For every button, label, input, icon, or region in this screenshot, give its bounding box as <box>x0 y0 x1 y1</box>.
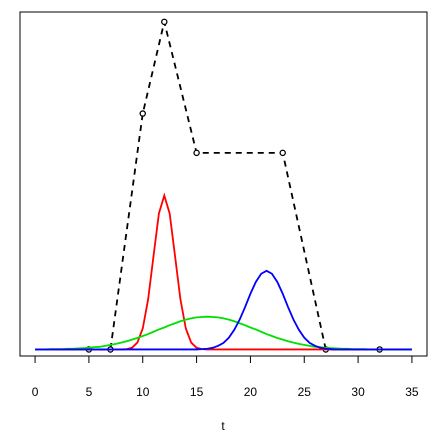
point <box>279 149 286 157</box>
x-tick-label: 20 <box>244 385 258 399</box>
x-tick-label: 15 <box>190 385 204 399</box>
series-line <box>88 21 380 351</box>
plot-frame <box>19 11 428 357</box>
x-tick-label: 35 <box>405 385 419 399</box>
point <box>161 18 168 26</box>
x-tick-label: 25 <box>298 385 312 399</box>
x-axis-label: t <box>221 419 225 433</box>
series-line <box>35 315 412 351</box>
x-tick-label: 30 <box>351 385 365 399</box>
point <box>139 110 146 117</box>
x-tick-label: 5 <box>86 385 93 399</box>
x-tick-label: 10 <box>136 385 150 399</box>
series-line <box>35 269 412 351</box>
series-line <box>35 192 412 351</box>
x-tick-label: 0 <box>32 385 39 399</box>
point <box>193 149 200 157</box>
